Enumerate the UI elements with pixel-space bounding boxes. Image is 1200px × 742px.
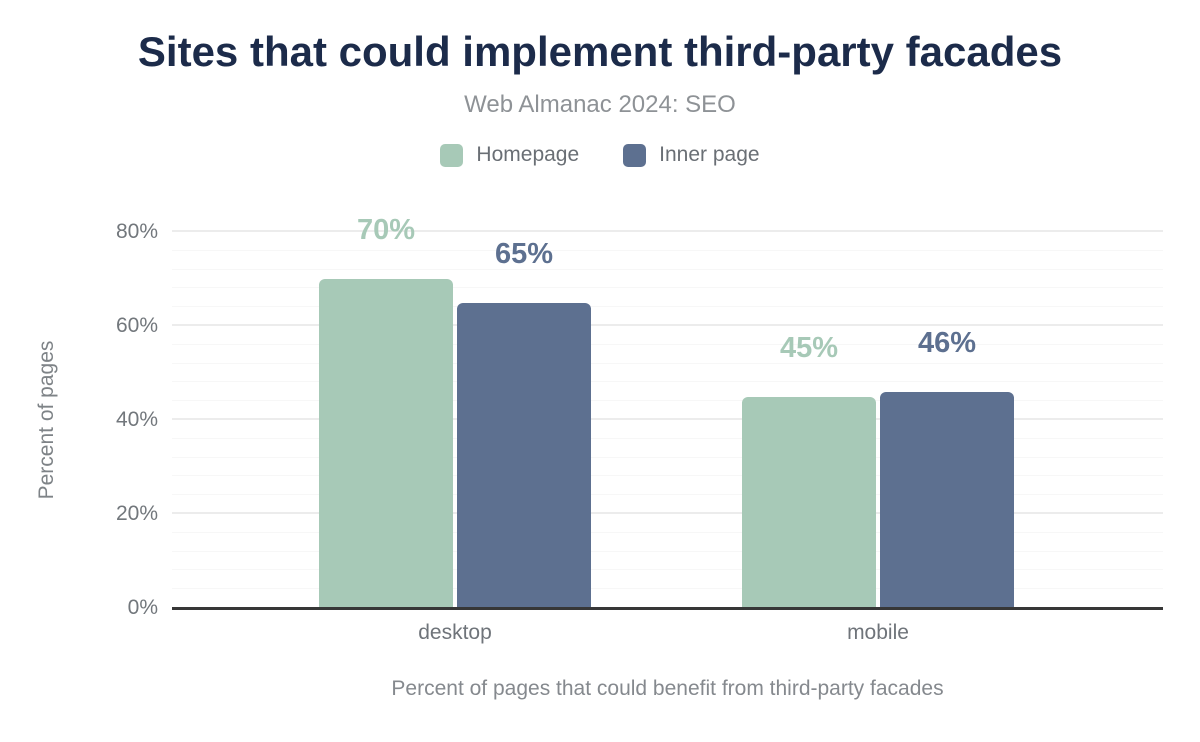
major-gridline [172,418,1163,420]
minor-gridline [172,456,1163,458]
legend: Homepage Inner page [0,143,1200,167]
y-tick-label-60: 60% [115,314,158,337]
minor-gridline [172,437,1163,439]
minor-gridline [172,550,1163,552]
minor-gridline [172,400,1163,402]
minor-gridline [172,531,1163,533]
minor-gridline [172,306,1163,308]
data-label-desktop-inner-page: 65% [494,237,554,270]
minor-gridline [172,249,1163,251]
data-label-mobile-inner-page: 46% [917,326,977,359]
y-tick-label-0: 0% [127,596,158,619]
x-category-label-mobile: mobile [847,621,909,644]
minor-gridline [172,343,1163,345]
legend-label-homepage: Homepage [476,143,580,166]
major-gridline [172,230,1163,232]
legend-item-homepage[interactable]: Homepage [440,143,579,167]
bar-desktop-homepage[interactable] [319,279,453,608]
major-gridline [172,324,1163,326]
x-axis-title: Percent of pages that could benefit from… [391,677,944,700]
chart-title: Sites that could implement third-party f… [137,28,1063,75]
y-tick-label-40: 40% [115,408,158,431]
inner-page-swatch-icon [623,143,647,167]
data-label-mobile-homepage: 45% [779,331,839,364]
bar-mobile-inner-page[interactable] [880,391,1014,608]
minor-gridline [172,287,1163,289]
x-category-label-desktop: desktop [418,621,492,644]
minor-gridline [172,588,1163,590]
minor-gridline [172,494,1163,496]
minor-gridline [172,381,1163,383]
major-gridline [172,512,1163,514]
bar-desktop-inner-page[interactable] [457,302,591,608]
plot-area: 70% 65% 45% 46% [172,216,1163,608]
minor-gridline [172,569,1163,571]
y-tick-label-80: 80% [115,220,158,243]
legend-item-inner-page[interactable]: Inner page [623,143,760,167]
bar-mobile-homepage[interactable] [742,396,876,608]
minor-gridline [172,475,1163,477]
homepage-swatch-icon [440,143,464,167]
x-axis-line [172,607,1163,610]
minor-gridline [172,268,1163,270]
y-tick-label-20: 20% [115,502,158,525]
data-label-desktop-homepage: 70% [356,214,416,246]
chart-subtitle: Web Almanac 2024: SEO [464,91,736,118]
legend-label-inner-page: Inner page [659,143,760,166]
minor-gridline [172,362,1163,364]
